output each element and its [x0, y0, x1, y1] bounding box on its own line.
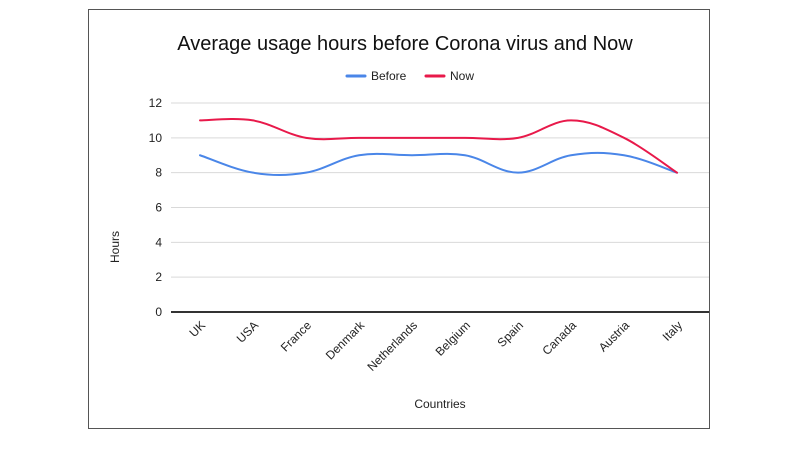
- legend-label-before: Before: [371, 69, 407, 83]
- x-tick-label-france: France: [278, 318, 315, 355]
- x-tick-label-uk: UK: [186, 318, 208, 340]
- y-tick-label-6: 6: [155, 201, 162, 215]
- series-line-before: [199, 151, 678, 177]
- y-axis-label: Hours: [108, 231, 122, 263]
- series-line-now: [199, 118, 678, 174]
- x-tick-label-spain: Spain: [495, 318, 527, 350]
- x-tick-label-italy: Italy: [660, 318, 685, 343]
- y-tick-label-0: 0: [155, 305, 162, 319]
- y-tick-label-2: 2: [155, 270, 162, 284]
- x-tick-label-usa: USA: [234, 318, 261, 345]
- y-tick-label-10: 10: [149, 131, 163, 145]
- chart-title: Average usage hours before Corona virus …: [177, 33, 633, 55]
- chart-frame: Average usage hours before Corona virus …: [88, 9, 710, 429]
- line-chart: Average usage hours before Corona virus …: [108, 33, 709, 411]
- x-axis-label: Countries: [414, 397, 465, 411]
- x-tick-label-belgium: Belgium: [433, 318, 474, 359]
- x-tick-label-austria: Austria: [596, 318, 633, 355]
- legend: Before Now: [345, 69, 474, 83]
- series-lines: [199, 118, 678, 177]
- x-tick-label-netherlands: Netherlands: [364, 318, 420, 374]
- y-tick-label-8: 8: [155, 166, 162, 180]
- y-axis-ticks: 0 2 4 6 8 10 12: [149, 96, 163, 319]
- y-tick-label-4: 4: [155, 235, 162, 249]
- x-tick-label-canada: Canada: [539, 318, 579, 358]
- gridlines: [171, 102, 709, 313]
- x-tick-label-denmark: Denmark: [323, 318, 368, 363]
- y-tick-label-12: 12: [149, 96, 163, 110]
- legend-label-now: Now: [450, 69, 474, 83]
